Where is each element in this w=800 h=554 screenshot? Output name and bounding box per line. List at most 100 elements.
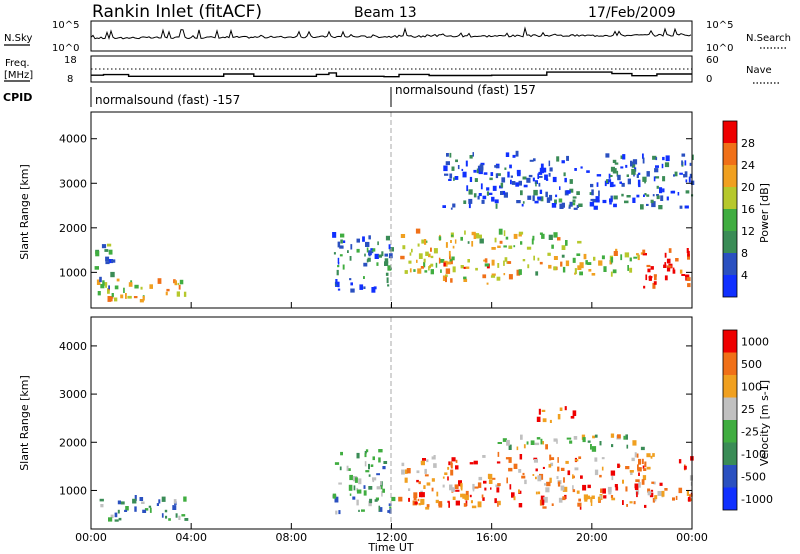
power-y-tick-label: 4000 <box>59 133 87 146</box>
heat-cell <box>424 239 427 245</box>
heat-cell <box>513 245 516 248</box>
heat-cell <box>120 294 124 299</box>
heat-cell <box>161 496 166 502</box>
heat-cell <box>472 483 475 490</box>
heat-cell <box>132 498 137 504</box>
heat-cell <box>110 271 115 278</box>
heat-cell <box>97 291 101 296</box>
heat-cell <box>370 464 373 467</box>
heat-cell <box>564 177 567 183</box>
heat-cell <box>685 179 688 183</box>
heat-cell <box>173 279 176 284</box>
heat-cell <box>623 435 626 440</box>
heat-cell <box>416 470 420 474</box>
heat-cell <box>387 265 392 271</box>
heat-cell <box>572 410 577 416</box>
power-y-axis-title: Slant Range [km] <box>18 164 31 260</box>
heat-cell <box>587 440 591 443</box>
heat-cell <box>388 253 393 259</box>
heat-cell <box>684 171 688 178</box>
heat-cell <box>532 195 535 202</box>
velocity-colorbar-label: 500 <box>741 358 762 371</box>
heat-cell <box>130 280 133 285</box>
heat-cell <box>179 279 184 285</box>
heat-cell <box>495 173 499 179</box>
heat-cell <box>497 500 499 507</box>
heat-cell <box>507 171 510 178</box>
heat-cell <box>118 517 122 521</box>
heat-cell <box>576 490 580 494</box>
heat-cell <box>634 452 637 458</box>
heat-cell <box>482 497 485 501</box>
heat-cell <box>337 265 340 268</box>
heat-cell <box>449 173 453 179</box>
heat-cell <box>481 199 485 204</box>
heat-cell <box>640 446 645 451</box>
heat-cell <box>679 205 683 209</box>
heat-cell <box>545 178 549 181</box>
velocity-colorbar-swatch <box>723 442 737 465</box>
power-y-tick-label: 1000 <box>59 266 87 279</box>
heat-cell <box>642 157 645 164</box>
heat-cell <box>540 495 545 500</box>
nave-label: Nave <box>746 65 772 76</box>
heat-cell <box>667 265 672 268</box>
heat-cell <box>619 181 622 184</box>
heat-cell <box>108 517 113 522</box>
heat-cell <box>556 156 560 162</box>
time-x-axis: 00:00 04:00 08:00 12:00 16:00 20:00 00:00 <box>75 302 708 544</box>
heat-cell <box>538 171 543 175</box>
heat-cell <box>435 499 439 504</box>
heat-cell <box>430 247 432 252</box>
heat-cell <box>496 487 500 493</box>
heat-cell <box>473 460 478 465</box>
heat-cell <box>454 484 459 489</box>
heat-cell <box>541 409 546 412</box>
heat-cell <box>637 464 639 470</box>
heat-cell <box>354 477 358 483</box>
heat-cell <box>532 235 535 241</box>
heat-cell <box>504 167 507 170</box>
heat-cell <box>117 500 121 505</box>
heat-cell <box>601 255 605 260</box>
heat-cell <box>431 487 434 492</box>
heat-cell <box>408 497 410 502</box>
heat-cell <box>661 490 665 497</box>
heat-cell <box>481 494 484 499</box>
heat-cell <box>653 281 657 285</box>
heat-cell <box>603 266 607 272</box>
heat-cell <box>506 477 508 484</box>
heat-cell <box>471 241 474 247</box>
heat-cell <box>452 245 455 249</box>
heat-cell <box>675 495 678 500</box>
heat-cell <box>142 509 147 513</box>
heat-cell <box>490 172 494 176</box>
heat-cell <box>471 231 476 236</box>
heat-cell <box>384 253 388 257</box>
heat-cell <box>420 498 425 505</box>
heat-cell <box>445 161 450 166</box>
heat-cell <box>382 466 386 470</box>
heat-cell <box>350 282 353 286</box>
heat-cell <box>552 176 557 183</box>
heat-cell <box>558 198 563 203</box>
heat-cell <box>347 468 351 471</box>
heat-cell <box>632 440 637 446</box>
heat-cell <box>656 185 659 189</box>
heat-cell <box>409 268 412 273</box>
heat-cell <box>634 486 639 490</box>
heat-cell <box>125 506 129 511</box>
heat-cell <box>690 180 695 185</box>
heat-cell <box>593 205 598 210</box>
heat-cell <box>626 174 629 177</box>
heat-cell <box>429 265 431 269</box>
heat-cell <box>687 496 691 502</box>
heat-cell <box>573 436 578 440</box>
nave-tick-top: 60 <box>706 55 719 66</box>
heat-cell <box>542 506 547 509</box>
heat-cell <box>430 255 434 259</box>
heat-cell <box>593 256 596 261</box>
heat-cell <box>404 270 408 274</box>
heat-cell <box>484 487 487 491</box>
heat-cell <box>505 236 509 240</box>
